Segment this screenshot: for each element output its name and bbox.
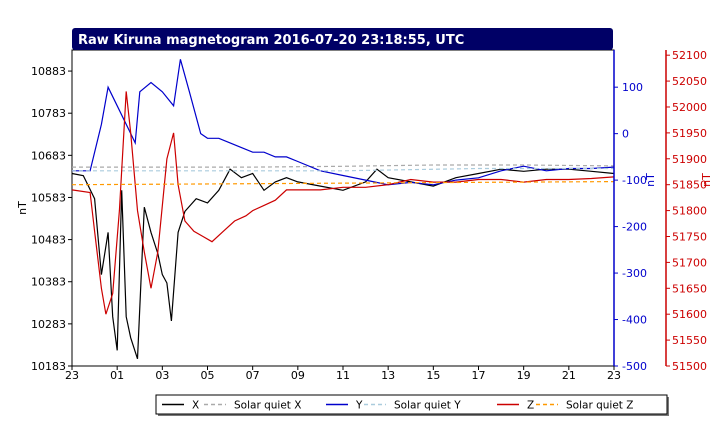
legend-label: Z (527, 400, 534, 412)
right2-tick-label: 51750 (672, 230, 707, 243)
series-y (72, 59, 615, 186)
right2-tick-label: 51600 (672, 308, 707, 321)
right2-tick-label: 51900 (672, 153, 707, 166)
right1-tick-label: 100 (622, 81, 643, 94)
left-tick-label: 10483 (31, 234, 66, 247)
chart-title: Raw Kiruna magnetogram 2016-07-20 23:18:… (78, 33, 464, 48)
series-solar-quiet-z (71, 181, 615, 186)
left-axis-label: nT (16, 201, 29, 215)
left-tick-label: 10783 (31, 107, 66, 120)
series-z (71, 91, 615, 315)
left-tick-label: 10383 (31, 276, 66, 289)
legend-box (155, 394, 668, 415)
series-layer (71, 59, 615, 359)
x-tick-label: 03 (155, 369, 169, 382)
left-y-axis: 10183 10283 10383 10483 10583 10683 10783 10883… (16, 65, 72, 373)
x-tick-label: 19 (517, 369, 531, 382)
series-solar-quiet-y (72, 167, 614, 172)
x-tick-label: 21 (562, 369, 576, 382)
right2-tick-label: 51700 (672, 256, 707, 269)
legend-label: Solar quiet Y (394, 400, 461, 412)
x-tick-label: 07 (246, 369, 260, 382)
x-tick-label: 09 (291, 369, 305, 382)
right2-tick-label: 51850 (672, 179, 707, 192)
legend: X Solar quiet X Y Solar quiet Y Z Solar quiet… (155, 394, 669, 416)
x-tick-label: 15 (426, 369, 440, 382)
x-axis: 23 01 03 05 07 09 11 13 15 17 19 21 23 (65, 366, 621, 382)
x-tick-label: 13 (381, 369, 395, 382)
right1-axis-label: nT (644, 173, 657, 187)
left-tick-label: 10283 (31, 318, 66, 331)
right2-tick-label: 51950 (672, 127, 707, 140)
x-tick-label: 01 (110, 369, 124, 382)
right1-tick-label: -400 (622, 314, 647, 327)
right1-tick-label: -300 (622, 267, 647, 280)
series-x (71, 168, 615, 359)
right2-tick-label: 51800 (672, 205, 707, 218)
left-tick-label: 10883 (31, 65, 66, 78)
x-tick-label: 05 (201, 369, 215, 382)
legend-label: Solar quiet Z (566, 400, 633, 412)
right-y-axis-red: 51500 51550 51600 51650 51700 51750 51800 51850… (665, 49, 713, 373)
right1-tick-label: -200 (622, 221, 647, 234)
right2-axis-label: nT (700, 173, 713, 187)
right1-tick-label: -100 (622, 174, 647, 187)
x-tick-label: 17 (472, 369, 486, 382)
series-solar-quiet-x (72, 164, 615, 168)
right2-tick-label: 51650 (672, 282, 707, 295)
right2-tick-label: 52000 (672, 101, 707, 114)
left-tick-label: 10583 (31, 191, 66, 204)
legend-label: X (192, 400, 199, 412)
right2-tick-label: 51550 (672, 334, 707, 347)
x-tick-label: 23 (65, 369, 79, 382)
right-y-axis-blue: -500 -400 -300 -200 -100 0 100 nT (613, 50, 657, 373)
right2-tick-label: 51500 (672, 360, 707, 373)
left-tick-label: 10183 (31, 360, 66, 373)
x-tick-label: 23 (607, 369, 621, 382)
plot-area (72, 50, 614, 366)
x-tick-label: 11 (336, 369, 350, 382)
right2-tick-label: 52100 (672, 49, 707, 62)
left-tick-label: 10683 (31, 149, 66, 162)
right2-tick-label: 52050 (672, 75, 707, 88)
chart-title-bar: Raw Kiruna magnetogram 2016-07-20 23:18:… (72, 28, 613, 50)
right1-tick-label: -500 (622, 360, 647, 373)
right1-tick-label: 0 (622, 128, 629, 141)
legend-label: Solar quiet X (234, 400, 301, 412)
legend-label: Y (355, 400, 363, 412)
plot-frame (71, 49, 615, 367)
